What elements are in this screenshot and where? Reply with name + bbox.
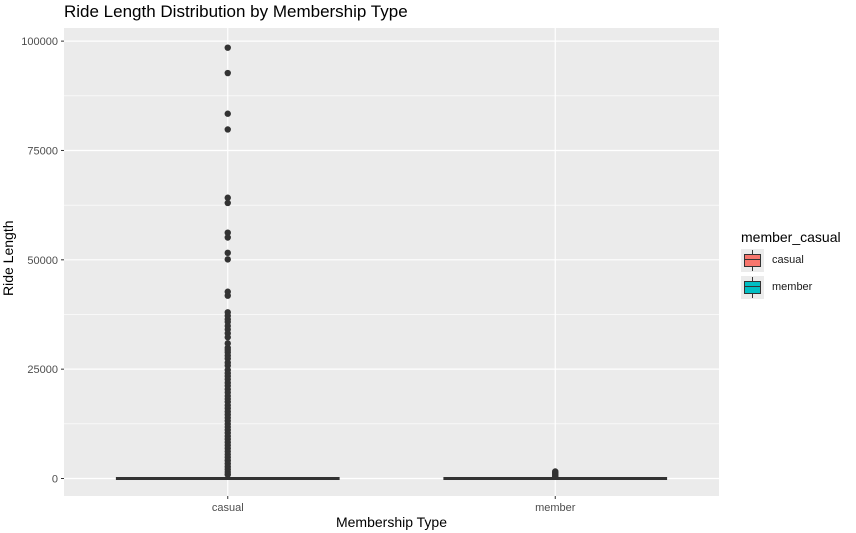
legend-title: member_casual <box>741 229 841 245</box>
x-axis-label: Membership Type <box>335 514 447 530</box>
outlier-point <box>224 249 231 257</box>
legend: member_casual casual member <box>741 229 841 299</box>
y-tick-label: 25000 <box>27 364 58 376</box>
outlier-point <box>224 334 231 341</box>
outlier-point <box>224 234 231 241</box>
outlier-point <box>224 69 231 77</box>
y-tick-label: 75000 <box>27 145 58 157</box>
panel-background <box>64 28 719 496</box>
outlier-point <box>224 229 231 236</box>
outlier-point <box>224 126 231 133</box>
legend-label-member: member <box>772 281 813 293</box>
legend-label-casual: casual <box>772 254 804 266</box>
y-tick-label: 100000 <box>21 36 58 48</box>
legend-key-casual <box>741 249 764 272</box>
outlier-point <box>224 362 231 369</box>
outlier-point <box>224 292 231 299</box>
outlier-point <box>224 199 231 207</box>
outlier-point <box>224 194 231 201</box>
outlier-point <box>224 256 231 263</box>
outlier-point <box>224 110 231 117</box>
outlier-point <box>224 44 231 51</box>
x-tick-label: casual <box>212 502 244 514</box>
outlier-point <box>224 471 231 478</box>
legend-item-casual: casual <box>741 249 841 272</box>
x-tick-label: member <box>535 502 576 514</box>
y-tick-label: 50000 <box>27 255 58 267</box>
outlier-point <box>552 473 559 480</box>
legend-key-member <box>741 276 764 299</box>
y-tick-label: 0 <box>52 474 58 486</box>
legend-item-member: member <box>741 276 841 299</box>
outlier-point <box>224 340 231 347</box>
chart-title: Ride Length Distribution by Membership T… <box>64 2 408 21</box>
